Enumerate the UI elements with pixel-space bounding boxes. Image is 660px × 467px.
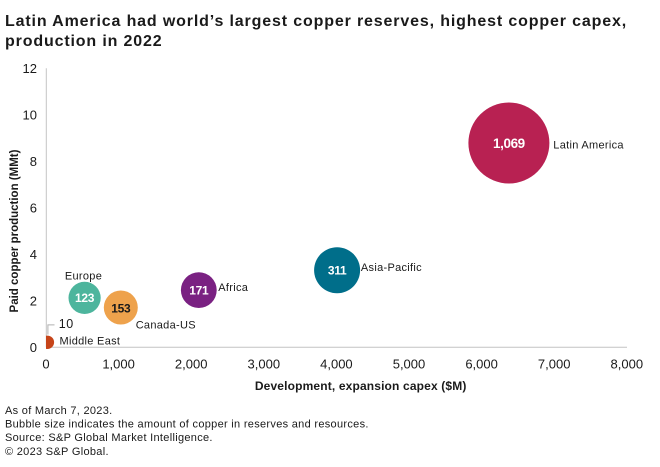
svg-text:© 2023 S&P Global.: © 2023 S&P Global.: [5, 446, 109, 458]
svg-text:2,000: 2,000: [175, 357, 208, 372]
svg-text:3,000: 3,000: [248, 357, 281, 372]
svg-text:171: 171: [189, 283, 209, 297]
svg-text:5,000: 5,000: [393, 357, 426, 372]
svg-text:Africa: Africa: [218, 282, 248, 294]
svg-text:Canada-US: Canada-US: [136, 320, 196, 332]
svg-text:311: 311: [328, 264, 347, 278]
svg-text:6,000: 6,000: [465, 357, 498, 372]
svg-text:Source: S&P Global Market Inte: Source: S&P Global Market Intelligence.: [5, 432, 213, 444]
svg-text:Latin America: Latin America: [553, 139, 624, 151]
svg-text:123: 123: [75, 291, 95, 305]
svg-text:Development, expansion capex (: Development, expansion capex ($M): [255, 379, 467, 393]
svg-text:7,000: 7,000: [538, 357, 571, 372]
svg-text:0: 0: [30, 340, 37, 355]
svg-text:12: 12: [23, 61, 37, 76]
svg-text:10: 10: [59, 317, 74, 331]
svg-text:153: 153: [111, 301, 131, 315]
svg-text:As of March 7, 2023.: As of March 7, 2023.: [5, 405, 113, 417]
svg-text:4: 4: [30, 247, 37, 262]
svg-text:2: 2: [30, 293, 37, 308]
svg-text:Europe: Europe: [65, 271, 102, 283]
svg-text:Asia-Pacific: Asia-Pacific: [361, 262, 422, 274]
svg-text:Middle East: Middle East: [60, 335, 121, 347]
svg-text:Latin America had world’s larg: Latin America had world’s largest copper…: [5, 13, 627, 30]
svg-text:0: 0: [42, 357, 49, 372]
svg-text:production in 2022: production in 2022: [5, 33, 163, 50]
svg-text:1,069: 1,069: [493, 136, 525, 151]
svg-text:Bubble size indicates the amou: Bubble size indicates the amount of copp…: [5, 419, 369, 431]
svg-text:4,000: 4,000: [320, 357, 353, 372]
svg-text:Paid copper production (MMt): Paid copper production (MMt): [9, 149, 21, 312]
svg-text:1,000: 1,000: [102, 357, 135, 372]
svg-text:8,000: 8,000: [611, 357, 644, 372]
svg-text:10: 10: [23, 107, 37, 122]
svg-text:8: 8: [30, 154, 37, 169]
svg-text:6: 6: [30, 200, 37, 215]
